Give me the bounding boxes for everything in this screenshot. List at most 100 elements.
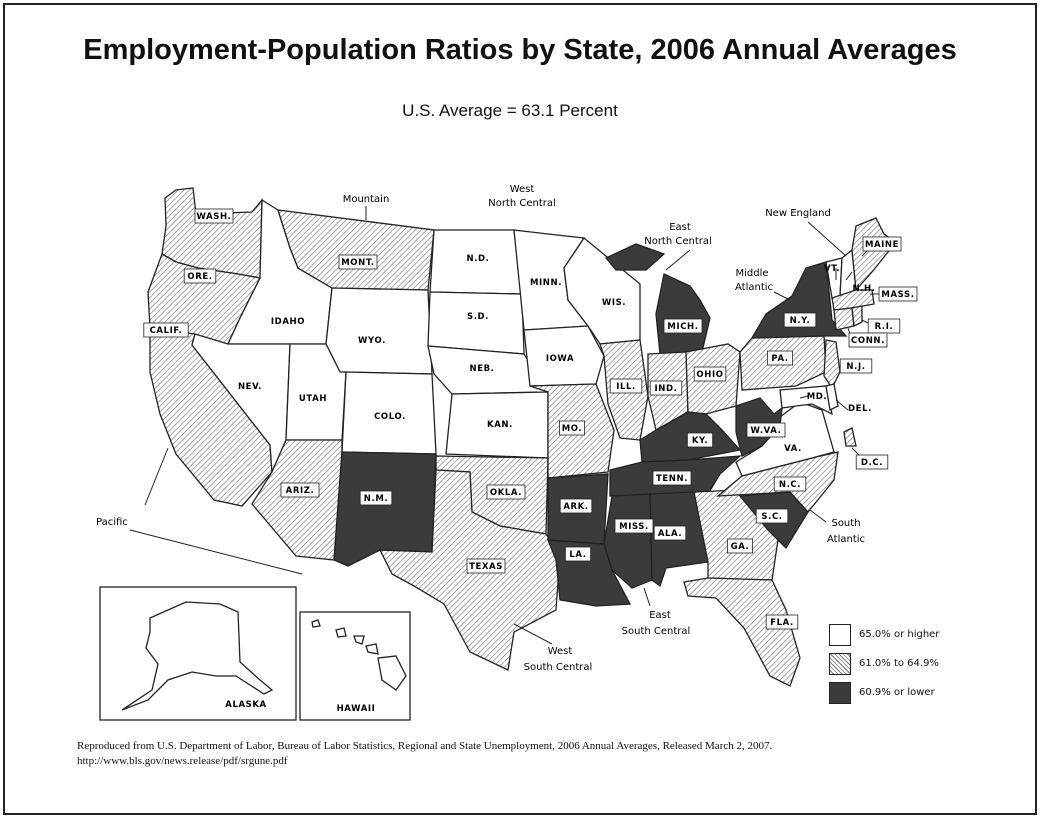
state-label-box [183,268,217,284]
state-label-box [143,322,189,338]
state-label-ohio: OHIO [693,366,727,382]
state-label-text: N.H. [852,284,875,294]
east-south-central-leader [643,587,651,607]
state-label-box [652,470,692,486]
state-label-text: ALA. [658,529,682,539]
state-label-text: OHIO [696,370,723,380]
state-label-box [746,422,786,438]
east-north-central-leader [665,249,691,271]
state-label-sd: S.D. [467,312,489,322]
state-label-hawaii: HAWAII [337,704,376,714]
state-label-fla: FLA. [765,614,799,630]
state-label-text: HAWAII [337,704,376,714]
state-label-text: MD. [807,392,828,402]
state-label-box [783,312,817,328]
state-label-maine: MAINE [862,236,902,252]
state-sd[interactable] [427,291,525,355]
state-ct[interactable] [833,307,855,331]
state-label-text: UTAH [299,394,327,404]
state-label-mo: MO. [559,420,586,436]
state-label-text: VT. [824,264,840,274]
state-me[interactable] [851,217,897,292]
state-label-va: VA. [784,444,801,454]
state-label-text: MO. [562,424,583,434]
state-label-okla: OKLA. [486,484,526,500]
legend-swatch-high [829,623,851,646]
state-label-box [755,508,789,524]
state-label-text: MAINE [865,240,899,250]
state-label-box [653,525,687,541]
us-average-subtitle: U.S. Average = 63.1 Percent [402,101,618,120]
state-label-text: MASS. [881,290,914,300]
state-label-text: S.D. [467,312,489,322]
state-mi[interactable] [655,273,711,355]
state-label-text: OKLA. [490,488,522,498]
region-middle-atlantic-1: Middle [735,268,768,279]
state-label-text: IDAHO [271,317,305,327]
state-label-ny: N.Y. [783,312,817,328]
pacific-leader-2 [129,529,303,575]
state-label-idaho: IDAHO [271,317,305,327]
state-label-wash: WASH. [194,208,234,224]
state-az[interactable] [251,439,343,561]
state-label-text: FLA. [770,618,794,628]
legend-label-high: 65.0% or higher [859,629,940,640]
state-de[interactable] [825,383,839,411]
state-label-la: LA. [565,546,592,562]
state-label-pa: PA. [767,350,794,366]
region-new-england: New England [765,208,831,219]
state-label-box [855,454,889,470]
state-label-box [663,318,703,334]
state-wy[interactable] [325,287,433,375]
state-mi-upper[interactable] [604,243,666,271]
west-south-central-leader [513,623,553,645]
state-label-vt: VT. [824,264,840,274]
state-label-conn: CONN. [848,332,888,348]
state-wi[interactable] [563,237,641,345]
state-label-box [773,476,807,492]
state-hi[interactable] [311,619,407,691]
state-label-nev: NEV. [238,382,262,392]
south-atlantic-leader [809,509,827,523]
region-mountain: Mountain [343,194,390,205]
state-label-box [559,420,586,436]
state-label-text: MISS. [619,522,649,532]
state-label-ri: R.I. [867,318,901,334]
state-ri[interactable] [851,305,863,327]
state-label-text: NEV. [238,382,262,392]
state-fl[interactable] [683,577,801,687]
state-label-text: R.I. [875,322,894,332]
state-label-box [359,490,393,506]
state-dc[interactable] [843,427,857,447]
figure-border [3,3,1037,815]
state-label-wyo: WYO. [358,336,385,346]
region-west-north-central-2: North Central [488,198,556,209]
state-label-text: D.C. [861,458,883,468]
state-label-text: LA. [569,550,586,560]
state-label-box [338,254,378,270]
source-url: http://www.bls.gov/news.release/pdf/srgu… [77,755,288,767]
state-label-ind: IND. [649,380,683,396]
state-nj[interactable] [823,339,841,390]
state-label-neb: NEB. [469,364,493,374]
state-label-calif: CALIF. [143,322,189,338]
state-label-text: KAN. [487,420,513,430]
state-label-ill: ILL. [609,378,643,394]
state-ak[interactable] [121,601,274,711]
state-label-nm: N.M. [359,490,393,506]
state-label-box [839,358,873,374]
state-label-box [878,286,918,302]
region-west-south-central-2: South Central [524,662,593,673]
state-label-box [609,378,643,394]
state-ia[interactable] [523,325,605,387]
state-label-wva: W.VA. [746,422,786,438]
state-label-ky: KY. [687,432,714,448]
state-nm[interactable] [333,451,437,567]
state-label-box [614,518,654,534]
legend-label-low: 60.9% or lower [859,687,935,698]
state-label-box [848,332,888,348]
state-label-box [765,614,799,630]
region-east-south-central-1: East [649,610,671,621]
state-label-text: N.D. [466,254,489,264]
